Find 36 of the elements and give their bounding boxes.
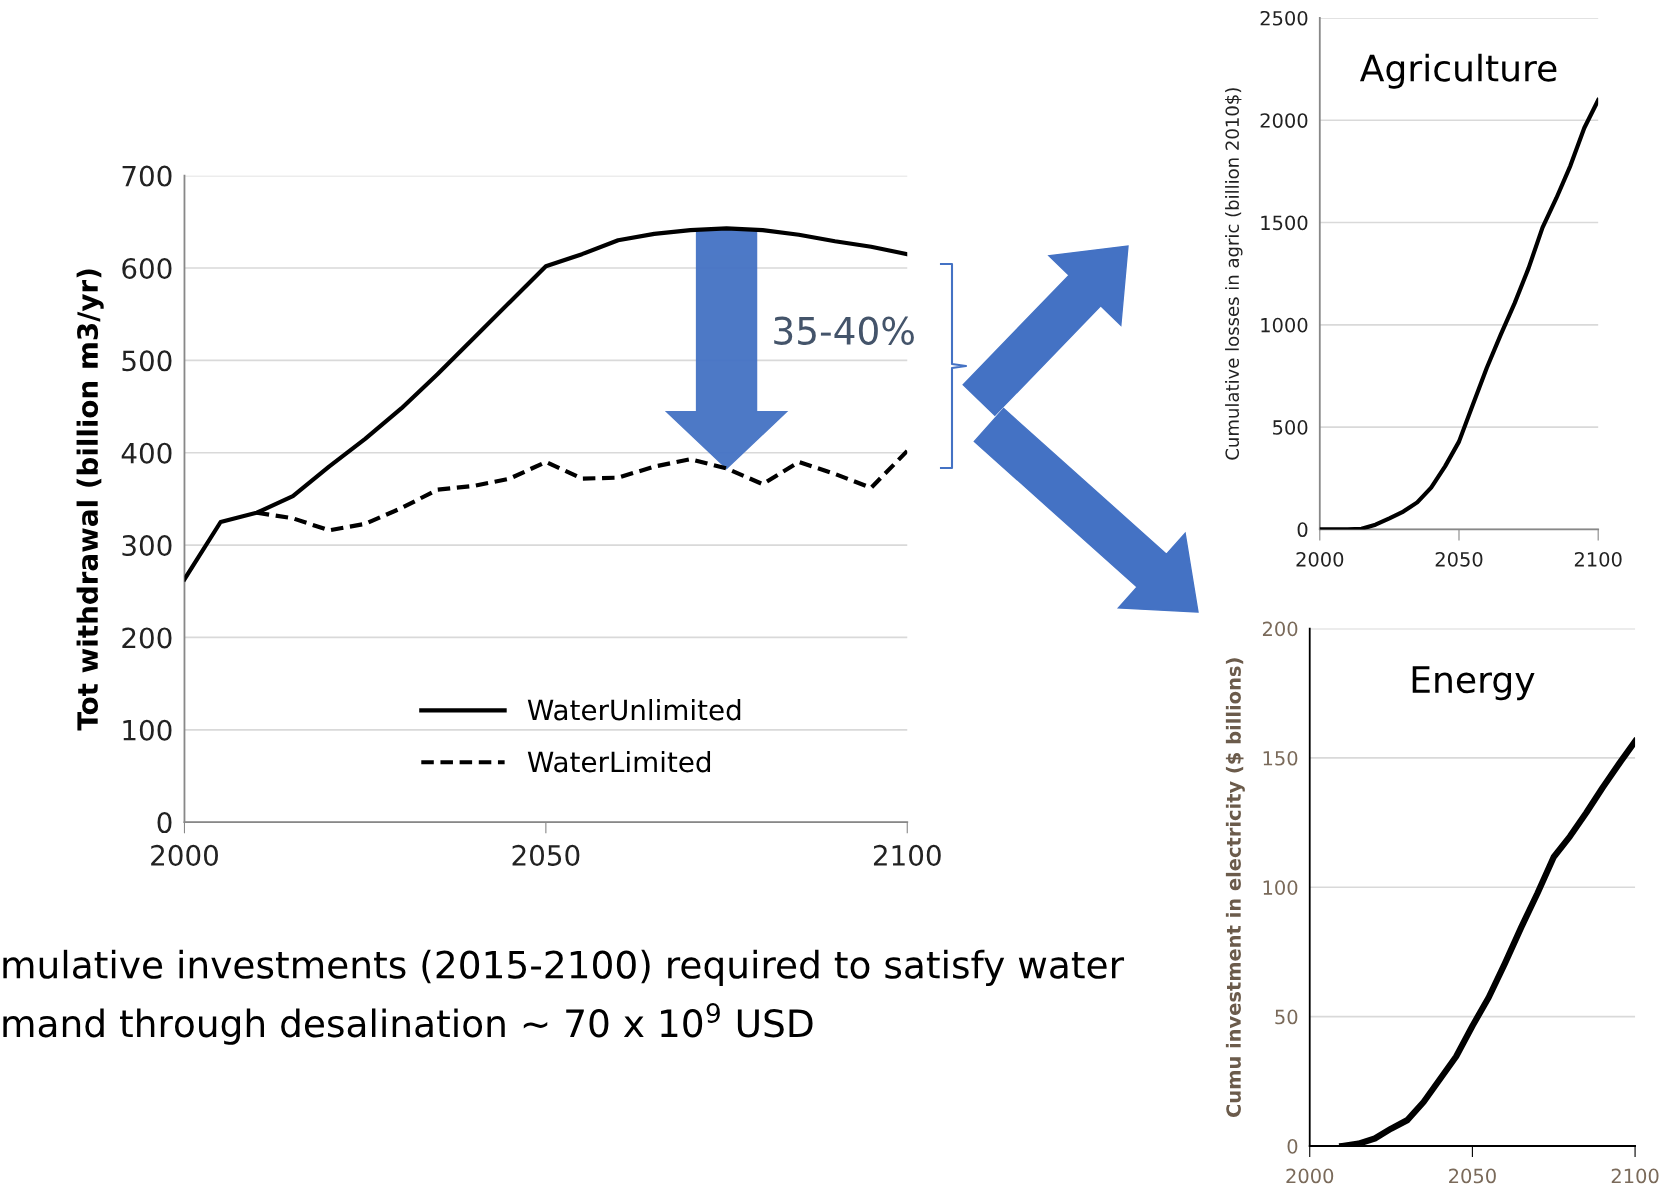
x-tick-label: 2050 [512,844,580,866]
legend-label: WaterLimited [527,750,711,773]
y-tick-label: 2000 [1260,113,1308,128]
x-tick-label: 2100 [1611,1168,1659,1184]
y-tick-label: 0 [1287,1138,1298,1154]
y-axis-title: Cumu investment in electricity ($ billions) [1225,658,1245,1117]
legend-label: WaterUnlimited [527,699,741,721]
x-tick-label: 2050 [1449,1168,1496,1184]
y-tick-label: 0 [157,812,172,834]
y-tick-label: 150 [1263,750,1298,766]
y-tick-label: 1500 [1261,215,1308,231]
y-tick-label: 1000 [1261,317,1308,333]
annotation: 35-40% [774,316,914,345]
text: mand through desalination ~ 70 x 10$^{9}$ USD [3,1003,813,1045]
y-tick-label: 0 [1297,522,1308,538]
y-tick-label: 700 [122,165,172,187]
x-tick-label: 2000 [151,844,218,866]
y-tick-label: 500 [1273,420,1308,435]
y-tick-label: 100 [1263,880,1298,895]
x-tick-label: 2100 [873,844,941,866]
y-tick-label: 50 [1275,1009,1298,1025]
y-tick-label: 200 [122,627,172,649]
y-tick-label: 100 [123,719,172,741]
text: mulative investments (2015-2100) required to satisfy water [3,949,1125,987]
y-tick-label: 2500 [1260,10,1308,26]
y-tick-label: 300 [122,535,172,557]
y-tick-label: 600 [122,257,172,279]
y-tick-label: 200 [1262,621,1298,637]
y-tick-label: 400 [121,442,172,464]
text: Energy [1412,666,1535,701]
x-tick-label: 2050 [1435,551,1483,567]
y-axis-title: Tot withdrawal (billion m3/yr) [76,269,104,731]
y-tick-label: 500 [122,350,172,372]
text: Agriculture [1359,53,1557,89]
y-axis-title: Cumulative losses in agric (billion 2010$) [1225,88,1243,460]
x-tick-label: 2100 [1574,551,1622,567]
